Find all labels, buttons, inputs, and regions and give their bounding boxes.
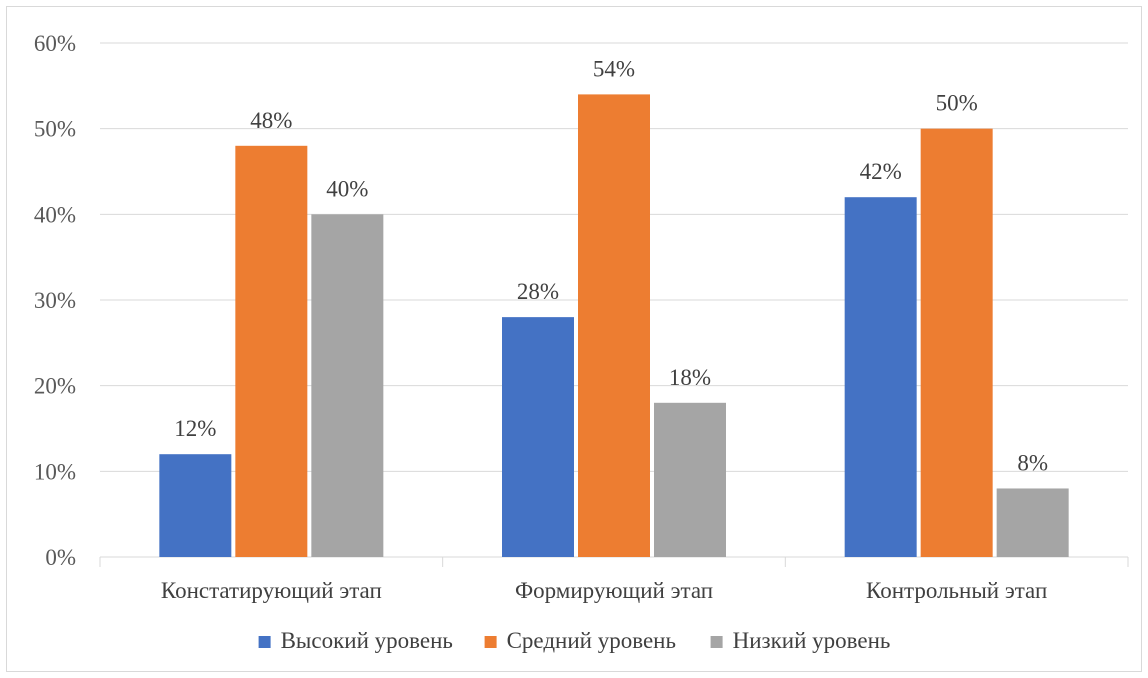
data-label: 54% [593, 56, 635, 81]
data-label: 40% [326, 176, 368, 201]
data-label: 42% [860, 159, 902, 184]
y-tick-label: 40% [34, 202, 76, 227]
x-category-label: Формирующий этап [515, 578, 713, 603]
legend-marker [710, 636, 723, 648]
legend-label: Средний уровень [507, 628, 676, 653]
legend-label: Низкий уровень [733, 628, 891, 653]
bar [920, 128, 993, 557]
bar [235, 145, 308, 558]
x-category-label: Констатирующий этап [161, 578, 382, 603]
data-label: 8% [1017, 450, 1048, 475]
y-tick-label: 50% [34, 117, 76, 142]
data-label: 18% [669, 365, 711, 390]
legend-label: Высокий уровень [281, 628, 453, 653]
bar [159, 454, 232, 557]
data-label: 48% [250, 108, 292, 133]
legend-marker [484, 636, 497, 648]
bar [996, 488, 1069, 557]
bar [844, 197, 917, 557]
bar [654, 402, 726, 557]
legend-marker [258, 636, 271, 648]
bar [502, 317, 574, 557]
y-tick-label: 20% [34, 374, 76, 399]
bar [311, 214, 384, 558]
y-tick-label: 60% [34, 31, 76, 56]
data-label: 12% [174, 416, 216, 441]
y-tick-label: 0% [45, 545, 76, 570]
y-tick-label: 30% [34, 288, 76, 313]
x-category-label: Контрольный этап [866, 578, 1047, 603]
bar [578, 94, 650, 558]
data-label: 50% [936, 91, 978, 116]
data-label: 28% [517, 279, 559, 304]
y-tick-label: 10% [34, 459, 76, 484]
